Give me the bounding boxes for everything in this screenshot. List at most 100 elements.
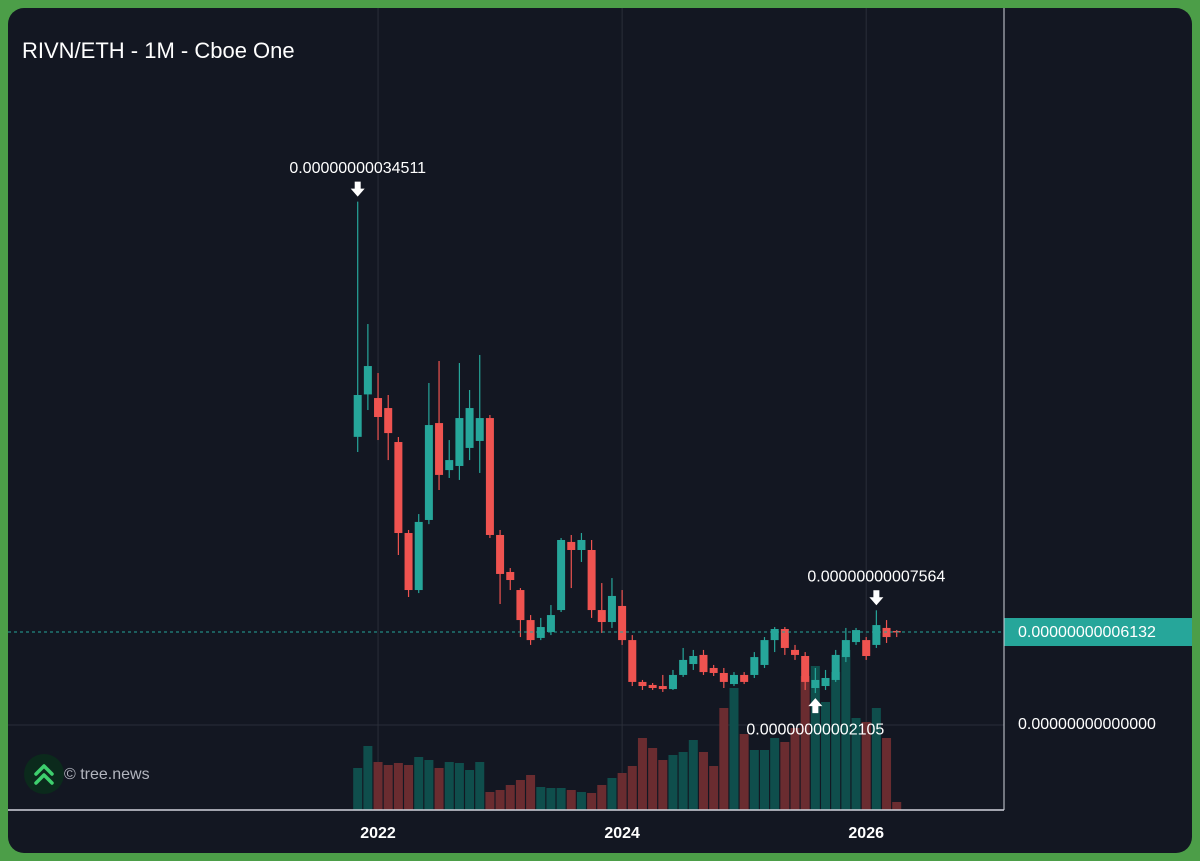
candle-body xyxy=(699,654,708,673)
volume-bar xyxy=(821,702,831,810)
last-price-badge xyxy=(1004,618,1192,647)
x-tick-label: 2022 xyxy=(360,825,396,842)
volume-bar xyxy=(556,788,566,810)
high-label: 0.00000000034511 xyxy=(289,160,426,177)
volume-bar xyxy=(607,778,617,810)
volume-bar xyxy=(688,740,698,810)
candle-body xyxy=(353,395,362,437)
candle-body xyxy=(668,674,677,690)
volume-bar xyxy=(871,708,881,810)
volume-bar xyxy=(414,757,424,810)
volume-bar xyxy=(719,708,729,810)
candle-body xyxy=(852,630,861,643)
candle-body xyxy=(404,533,413,591)
y-tick-label: 0.00000000000000 xyxy=(1018,716,1156,733)
volume-bar xyxy=(587,793,597,810)
volume-bar xyxy=(770,738,780,810)
volume-bar xyxy=(373,762,383,810)
volume-bar xyxy=(637,738,647,810)
volume-bar xyxy=(841,650,851,810)
volume-bar xyxy=(892,802,902,810)
candle-body xyxy=(455,418,464,466)
candle-body xyxy=(862,640,871,656)
last-price-label: 0.00000000006132 xyxy=(1018,624,1156,641)
volume-bar xyxy=(536,787,546,810)
volume-bar xyxy=(800,676,810,810)
candle-body xyxy=(618,605,627,641)
volume-bar xyxy=(546,788,556,810)
candle-body xyxy=(709,667,718,673)
candle-body xyxy=(607,595,616,623)
volume-bar xyxy=(475,762,485,810)
volume-bar xyxy=(515,780,525,810)
candle-body xyxy=(770,629,779,641)
candle-body xyxy=(628,640,637,682)
volume-bar xyxy=(505,785,515,810)
high-label: 0.00000000007564 xyxy=(807,569,945,586)
candle-body xyxy=(597,610,606,623)
candle-body xyxy=(475,418,484,441)
volume-bar xyxy=(383,765,393,810)
x-tick-label: 2024 xyxy=(604,825,640,842)
candle-body xyxy=(801,655,810,682)
low-arrow xyxy=(808,698,823,714)
candle-body xyxy=(740,674,749,682)
chart-title: RIVN/ETH - 1M - Cboe One xyxy=(22,38,295,63)
candle-body xyxy=(374,398,383,417)
candle-body xyxy=(750,657,759,675)
candle-body xyxy=(384,408,393,434)
volume-bar xyxy=(404,765,414,810)
volume-bar xyxy=(424,760,434,810)
volume-bar xyxy=(790,728,800,810)
candle-body xyxy=(557,539,566,611)
volume-bar xyxy=(760,750,769,810)
candle-body xyxy=(536,627,545,638)
candle-body xyxy=(435,423,444,475)
candle-body xyxy=(841,640,850,658)
volume-bar xyxy=(526,775,536,810)
logo-chevrons xyxy=(34,764,54,785)
volume-bar xyxy=(810,666,820,810)
volume-bar xyxy=(576,792,586,810)
volume-layer xyxy=(353,650,902,810)
volume-bar xyxy=(495,790,505,810)
candle-body xyxy=(791,649,800,655)
candle-body xyxy=(445,460,454,471)
volume-bar xyxy=(851,718,861,810)
volume-bar xyxy=(861,722,871,810)
candle-body xyxy=(760,640,769,665)
x-tick-label: 2026 xyxy=(848,825,884,842)
candle-body xyxy=(719,672,728,682)
volume-bar xyxy=(739,734,749,810)
candle-body xyxy=(363,366,372,395)
volume-bar xyxy=(780,742,790,810)
candle-body xyxy=(496,534,505,574)
volume-bar xyxy=(353,768,363,810)
candle-body xyxy=(546,615,555,633)
candle-body xyxy=(872,625,881,645)
candle-body xyxy=(811,679,820,688)
candle-body xyxy=(648,684,657,688)
volume-bar xyxy=(648,748,658,810)
volume-bar xyxy=(627,766,637,810)
candle-layer xyxy=(353,201,901,694)
candle-body xyxy=(638,681,647,687)
volume-bar xyxy=(485,792,495,810)
volume-bar xyxy=(709,766,719,810)
high-arrow xyxy=(869,590,884,606)
candle-body xyxy=(780,629,789,648)
volume-bar xyxy=(363,746,373,810)
watermark-text: © tree.news xyxy=(64,766,150,783)
volume-bar xyxy=(678,752,688,810)
candle-body xyxy=(506,571,515,581)
candle-body xyxy=(729,674,738,685)
low-label: 0.00000000002105 xyxy=(746,721,884,738)
candle-body xyxy=(465,408,474,448)
candle-body xyxy=(526,620,535,641)
volume-bar xyxy=(566,790,576,810)
volume-bar xyxy=(454,763,464,810)
volume-bar xyxy=(444,762,454,810)
volume-bar xyxy=(749,750,759,810)
volume-bar xyxy=(668,755,678,810)
